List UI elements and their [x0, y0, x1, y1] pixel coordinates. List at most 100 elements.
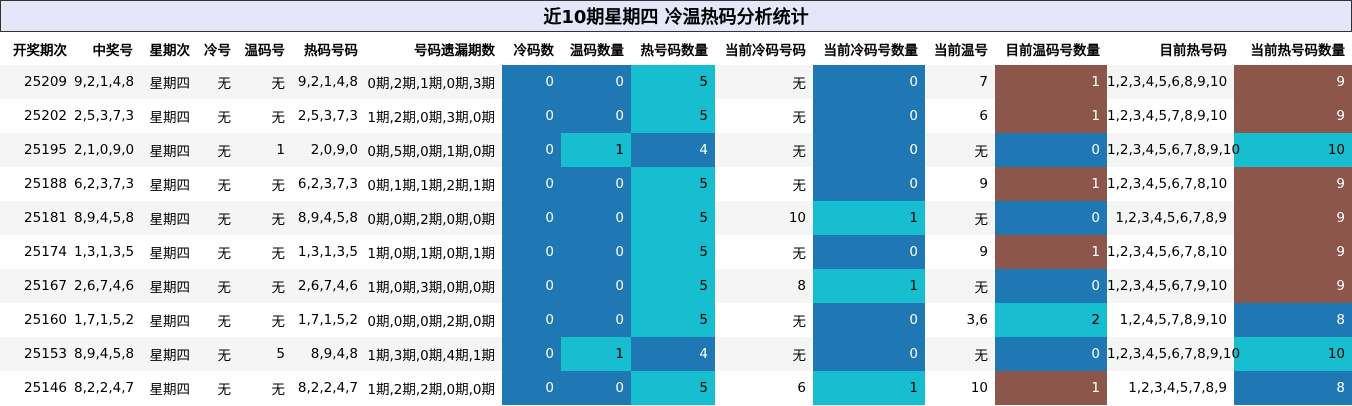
table-cell: 6,2,3,7,3 — [74, 167, 140, 201]
table-cell: 星期四 — [140, 337, 197, 371]
table-cell: 1,2,3,4,5,7,8,9,10 — [1107, 99, 1234, 133]
column-header: 号码遗漏期数 — [365, 32, 502, 65]
table-cell: 无 — [715, 337, 813, 371]
table-cell: 0 — [502, 235, 561, 269]
table-cell: 0 — [502, 371, 561, 405]
table-cell: 9,2,1,4,8 — [74, 65, 140, 99]
table-cell: 1 — [813, 201, 925, 235]
table-cell: 星期四 — [140, 65, 197, 99]
table-row: 25167 2,6,7,4,6 星期四无无 2,6,7,4,6 1期,0期,3期,0期,… — [0, 269, 1352, 303]
column-header: 当前温号 — [925, 32, 995, 65]
table-cell: 0期,0期,0期,2期,0期 — [365, 303, 502, 337]
table-cell: 10 — [1234, 133, 1352, 167]
table-cell: 无 — [238, 99, 292, 133]
table-cell: 8 — [715, 269, 813, 303]
table-cell: 0 — [502, 65, 561, 99]
table-cell: 5 — [631, 201, 715, 235]
table-cell: 6 — [925, 99, 995, 133]
table-cell: 8,2,2,4,7 — [292, 371, 365, 405]
table-cell: 无 — [238, 167, 292, 201]
table-cell: 无 — [197, 99, 238, 133]
table-cell: 0 — [813, 99, 925, 133]
table-cell: 5 — [631, 99, 715, 133]
page-title: 近10期星期四 冷温热码分析统计 — [0, 0, 1352, 32]
table-cell: 0 — [502, 201, 561, 235]
table-cell: 1 — [995, 99, 1107, 133]
table-cell: 星期四 — [140, 303, 197, 337]
table-cell: 1期,2期,2期,0期,0期 — [365, 371, 502, 405]
table-cell: 0 — [561, 235, 631, 269]
table-cell: 无 — [197, 235, 238, 269]
table-cell: 25167 — [0, 269, 74, 303]
table-cell: 1期,0期,3期,0期,0期 — [365, 269, 502, 303]
table-cell: 2,1,0,9,0 — [74, 133, 140, 167]
table-cell: 10 — [1234, 337, 1352, 371]
table-cell: 2,6,7,4,6 — [292, 269, 365, 303]
table-cell: 5 — [631, 167, 715, 201]
column-header: 目前温码号数量 — [995, 32, 1107, 65]
table-row: 25160 1,7,1,5,2 星期四无无 1,7,1,5,2 0期,0期,0期,2期,… — [0, 303, 1352, 337]
column-header: 中奖号 — [74, 32, 140, 65]
table-cell: 0期,1期,1期,2期,1期 — [365, 167, 502, 201]
table-cell: 1,2,3,4,5,7,8,9 — [1107, 371, 1234, 405]
table-cell: 1期,2期,0期,3期,0期 — [365, 99, 502, 133]
table-cell: 2,6,7,4,6 — [74, 269, 140, 303]
table-cell: 1,2,3,4,5,6,7,8,10 — [1107, 235, 1234, 269]
table-cell: 25174 — [0, 235, 74, 269]
table-cell: 0期,0期,2期,0期,0期 — [365, 201, 502, 235]
table-cell: 25160 — [0, 303, 74, 337]
table-cell: 8 — [1234, 371, 1352, 405]
table-cell: 9 — [925, 235, 995, 269]
header-row: 开奖期次 中奖号 星期次 冷号 温码号 热码号码 号码遗漏期数 冷码数 温码数量 热号码数量 当前冷… — [0, 32, 1352, 65]
table-cell: 8,9,4,5,8 — [74, 201, 140, 235]
table-cell: 无 — [715, 167, 813, 201]
table-cell: 无 — [197, 269, 238, 303]
table-cell: 无 — [238, 303, 292, 337]
table-cell: 9 — [1234, 167, 1352, 201]
table-cell: 无 — [715, 133, 813, 167]
table-cell: 25188 — [0, 167, 74, 201]
table-cell: 9 — [1234, 235, 1352, 269]
table-cell: 1 — [561, 337, 631, 371]
table-cell: 星期四 — [140, 99, 197, 133]
table-cell: 8,9,4,5,8 — [74, 337, 140, 371]
table-cell: 8,2,2,4,7 — [74, 371, 140, 405]
table-cell: 无 — [197, 201, 238, 235]
table-cell: 0 — [561, 201, 631, 235]
table-cell: 星期四 — [140, 269, 197, 303]
table-cell: 1 — [995, 235, 1107, 269]
table-cell: 无 — [197, 167, 238, 201]
table-cell: 1,7,1,5,2 — [74, 303, 140, 337]
table-cell: 5 — [631, 65, 715, 99]
table-cell: 0 — [502, 167, 561, 201]
table-cell: 0 — [813, 167, 925, 201]
table-cell: 1 — [813, 269, 925, 303]
table-cell: 2 — [995, 303, 1107, 337]
table-cell: 1 — [238, 133, 292, 167]
table-cell: 无 — [238, 269, 292, 303]
table-cell: 7 — [925, 65, 995, 99]
table-cell: 0期,2期,1期,0期,3期 — [365, 65, 502, 99]
table-cell: 0 — [561, 371, 631, 405]
table-cell: 1 — [995, 65, 1107, 99]
table-cell: 星期四 — [140, 133, 197, 167]
table-cell: 9 — [1234, 99, 1352, 133]
table-cell: 5 — [631, 269, 715, 303]
table-header: 开奖期次 中奖号 星期次 冷号 温码号 热码号码 号码遗漏期数 冷码数 温码数量 热号码数量 当前冷… — [0, 32, 1352, 65]
table-cell: 0 — [502, 269, 561, 303]
table-cell: 无 — [197, 65, 238, 99]
column-header: 冷码数 — [502, 32, 561, 65]
table-cell: 25195 — [0, 133, 74, 167]
table-cell: 0 — [813, 303, 925, 337]
table-cell: 1,7,1,5,2 — [292, 303, 365, 337]
table-cell: 25209 — [0, 65, 74, 99]
table-cell: 星期四 — [140, 235, 197, 269]
table-cell: 无 — [197, 303, 238, 337]
table-cell: 9 — [925, 167, 995, 201]
table-row: 25209 9,2,1,4,8 星期四无无 9,2,1,4,8 0期,2期,1期,0期,… — [0, 65, 1352, 99]
table-cell: 无 — [238, 201, 292, 235]
table-cell: 9,2,1,4,8 — [292, 65, 365, 99]
column-header: 星期次 — [140, 32, 197, 65]
column-header: 热码号码 — [292, 32, 365, 65]
table-cell: 0 — [561, 303, 631, 337]
